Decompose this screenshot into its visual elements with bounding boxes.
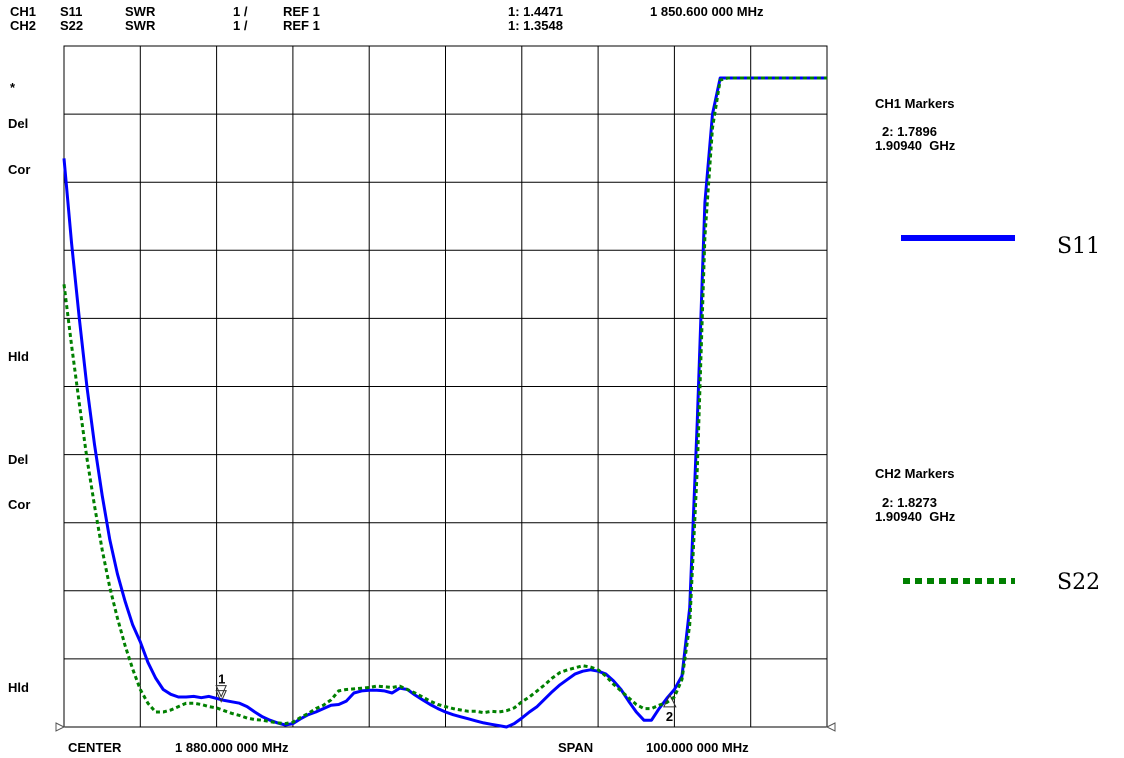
side-del-2: Del (8, 452, 29, 467)
ch2-marker-frequency: 1.90940 GHz (875, 509, 956, 524)
plot-traces (62, 76, 827, 729)
ch1-channel-label: CH1 (10, 4, 37, 19)
ch2-marker-readout: 1: 1.3548 (508, 18, 563, 33)
ch1-marker-readout: 1: 1.4471 (508, 4, 563, 19)
trace-s11 (62, 76, 827, 729)
reference-arrow-right (825, 722, 836, 732)
ch1-marker-value: 2: 1.7896 (882, 124, 937, 139)
ch2-scale-label: 1 / (233, 18, 248, 33)
ch1-ref-label: REF 1 (283, 4, 320, 19)
side-del-1: Del (8, 116, 29, 131)
reference-arrow-left (55, 722, 66, 732)
ch2-ref-label: REF 1 (283, 18, 320, 33)
ch2-format-label: SWR (125, 18, 156, 33)
ch2-markers-title: CH2 Markers (875, 466, 955, 481)
ch2-marker-value: 2: 1.8273 (882, 495, 937, 510)
ch1-param-label: S11 (60, 4, 83, 19)
trace-s22 (62, 76, 827, 726)
marker-1-triangle-ch2 (215, 690, 227, 703)
side-hld-1: Hld (8, 349, 29, 364)
ch1-marker-frequency: 1.90940 GHz (875, 138, 956, 153)
side-star: * (10, 80, 16, 95)
marker-1-label: 1 (218, 672, 225, 687)
ch1-scale-label: 1 / (233, 4, 248, 19)
span-value: 100.000 000 MHz (646, 740, 749, 755)
marker-2-label: 2 (666, 709, 673, 724)
ch2-param-label: S22 (60, 18, 84, 33)
side-hld-2: Hld (8, 680, 29, 695)
ch2-channel-label: CH2 (10, 18, 37, 33)
ch1-markers-title: CH1 Markers (875, 96, 955, 111)
legend-label-s22: S22 (1057, 570, 1101, 595)
marker-2-triangle (663, 693, 677, 708)
legend-label-s11: S11 (1057, 234, 1101, 259)
marker-frequency: 1 850.600 000 MHz (650, 4, 764, 19)
ch1-format-label: SWR (125, 4, 156, 19)
marker-symbols: 12 (215, 672, 677, 724)
side-cor-2: Cor (8, 497, 31, 512)
span-label: SPAN (558, 740, 594, 755)
center-label: CENTER (68, 740, 122, 755)
plot-grid (55, 45, 836, 732)
center-value: 1 880.000 000 MHz (175, 740, 289, 755)
marker-1-triangle (215, 685, 227, 698)
side-cor-1: Cor (8, 162, 31, 177)
